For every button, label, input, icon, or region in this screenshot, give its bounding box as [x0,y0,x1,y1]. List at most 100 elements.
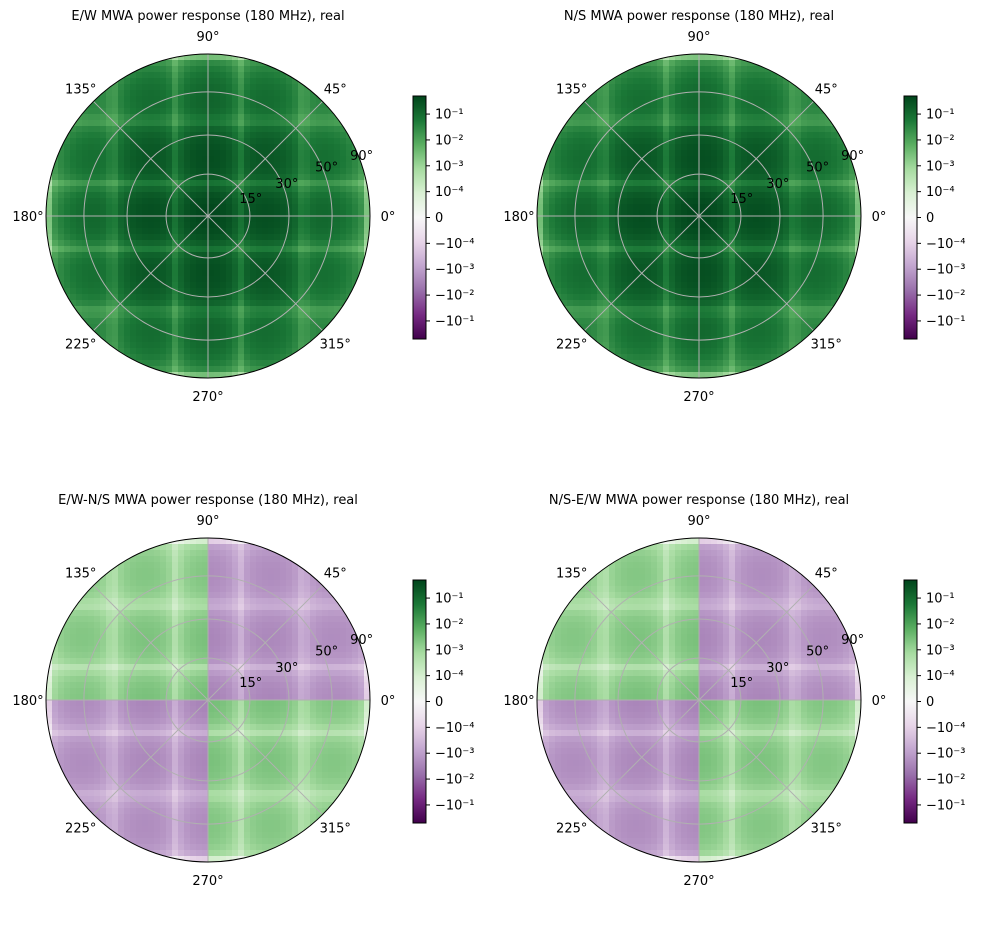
heatmap-cell [561,168,568,175]
heatmap-cell [789,324,796,331]
heatmap-cell [687,114,694,121]
heatmap-cell [657,324,664,331]
heatmap-cell [268,300,275,307]
heatmap-cell [220,264,227,271]
heatmap-cell [729,312,736,319]
heatmap-cell [717,330,724,337]
heatmap-cell [603,252,610,259]
heatmap-cell [226,120,233,127]
heatmap-cell [621,318,628,325]
heatmap-cell [687,240,694,247]
angle-tick-label: 225° [556,337,587,352]
heatmap-cell [615,102,622,109]
heatmap-cell [196,276,203,283]
heatmap-cell [717,342,724,349]
heatmap-cell [232,282,239,289]
heatmap-cell [172,348,179,355]
heatmap-cell [795,258,802,265]
heatmap-cell [292,204,299,211]
heatmap-cell [70,688,77,695]
heatmap-cell [789,198,796,205]
heatmap-cell [244,258,251,265]
heatmap-cell [142,144,149,151]
heatmap-cell [268,72,275,79]
heatmap-cell [819,300,826,307]
heatmap-cell [256,84,263,91]
heatmap-cell [747,270,754,277]
heatmap-cell [274,156,281,163]
heatmap-cell [136,306,143,313]
heatmap-cell [687,60,694,67]
heatmap-cell [543,198,550,205]
heatmap-cell [543,234,550,241]
heatmap-cell [687,138,694,145]
heatmap-cell [843,198,850,205]
heatmap-cell [118,270,125,277]
heatmap-cell [831,288,838,295]
heatmap-cell [687,120,694,127]
heatmap-cell [651,84,658,91]
heatmap-cell [94,318,101,325]
heatmap-cell [316,258,323,265]
heatmap-cell [238,156,245,163]
heatmap-cell [609,222,616,229]
heatmap-cell [621,198,628,205]
heatmap-cell [813,138,820,145]
heatmap-cell [669,78,676,85]
heatmap-cell [603,228,610,235]
heatmap-cell [82,276,89,283]
heatmap-cell [58,168,65,175]
heatmap-cell [88,186,95,193]
heatmap-cell [621,222,628,229]
heatmap-cell [64,652,71,659]
heatmap-cell [280,300,287,307]
heatmap-cell [597,264,604,271]
heatmap-cell [262,264,269,271]
heatmap-cell [687,258,694,265]
heatmap-cell [262,162,269,169]
heatmap-cell [226,156,233,163]
heatmap-cell [226,366,233,373]
heatmap-cell [244,90,251,97]
heatmap-cell [651,342,658,349]
heatmap-cell [286,108,293,115]
heatmap-cell [76,186,83,193]
heatmap-cell [573,300,580,307]
heatmap-cell [759,324,766,331]
heatmap-cell [729,78,736,85]
heatmap-cell [148,168,155,175]
heatmap-cell [711,270,718,277]
heatmap-cell [561,246,568,253]
heatmap-cell [807,216,814,223]
heatmap-cell [549,270,556,277]
heatmap-cell [280,228,287,235]
angle-tick-label: 45° [815,83,838,98]
heatmap-cell [142,90,149,97]
heatmap-cell [843,186,850,193]
heatmap-cell [795,90,802,97]
heatmap-cell [316,240,323,247]
heatmap-cell [591,156,598,163]
heatmap-cell [184,372,191,379]
heatmap-cell [346,234,353,241]
heatmap-cell [142,324,149,331]
colorbar-tick-label: −10⁻³ [435,263,475,278]
heatmap-cell [148,282,155,289]
heatmap-cell [226,150,233,157]
heatmap-cell [358,204,365,211]
heatmap-cell [615,270,622,277]
heatmap-cell [298,240,305,247]
heatmap-cell [298,246,305,253]
heatmap-cell [777,96,784,103]
heatmap-cell [705,282,712,289]
heatmap-cell [244,306,251,313]
heatmap-cell [118,288,125,295]
heatmap-cell [88,270,95,277]
heatmap-cell [94,240,101,247]
heatmap-cell [262,132,269,139]
heatmap-cell [831,174,838,181]
heatmap-cell [292,84,299,91]
heatmap-cell [58,228,65,235]
heatmap-cell [304,216,311,223]
heatmap-cell [208,156,215,163]
